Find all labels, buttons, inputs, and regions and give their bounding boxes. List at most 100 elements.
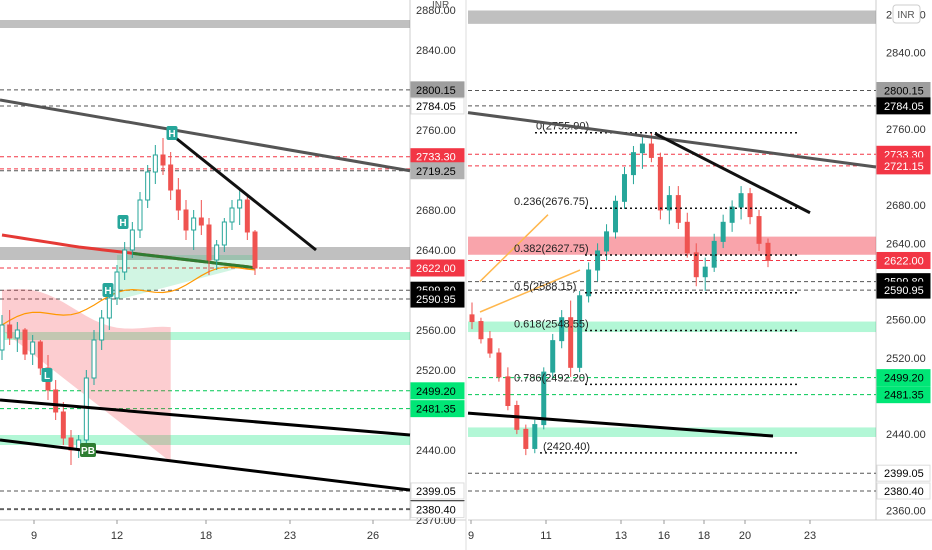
candle bbox=[523, 428, 529, 449]
fib-level-label: 0.5(2588.15) bbox=[514, 281, 576, 293]
x-tick-label: 18 bbox=[698, 530, 710, 542]
candle bbox=[252, 231, 258, 269]
candle bbox=[586, 269, 592, 297]
price-tag: 2481.35 bbox=[884, 390, 924, 402]
price-tag: 2481.35 bbox=[416, 404, 456, 416]
price-tag-bg bbox=[410, 482, 465, 500]
price-tag-bg bbox=[410, 259, 465, 277]
candle bbox=[7, 324, 13, 339]
trendline-black-upper bbox=[0, 398, 411, 437]
ma-line-green bbox=[132, 251, 256, 270]
currency-badge bbox=[892, 4, 921, 24]
x-tick-label: 23 bbox=[284, 530, 296, 542]
candle bbox=[206, 224, 212, 261]
candle bbox=[183, 209, 189, 231]
price-tag: 2499.20 bbox=[416, 386, 456, 398]
y-tick-label: 2680.00 bbox=[416, 205, 456, 217]
candle bbox=[756, 216, 762, 244]
candle bbox=[505, 376, 511, 407]
y-tick-label: 2680.00 bbox=[886, 200, 926, 212]
y-tick-label: 2840.00 bbox=[886, 47, 926, 59]
candle bbox=[114, 271, 120, 299]
y-tick-label: 2640.00 bbox=[416, 245, 456, 257]
candle bbox=[693, 252, 699, 278]
fib-level-label: (2420.40) bbox=[543, 441, 590, 453]
orange-channel-upper bbox=[479, 214, 549, 283]
candle bbox=[666, 195, 672, 211]
price-tag: 2380.40 bbox=[416, 505, 456, 517]
right-chart[interactable]: 0(2755.90)0.236(2676.75)0.382(2627.75)0.… bbox=[467, 0, 932, 550]
price-tag-bg bbox=[410, 382, 465, 400]
candle bbox=[532, 424, 538, 449]
candle bbox=[595, 250, 601, 271]
fib-level-label: 0.236(2676.75) bbox=[514, 196, 589, 208]
candle bbox=[22, 329, 28, 355]
candle bbox=[747, 193, 753, 218]
candle bbox=[214, 244, 220, 261]
pattern-marker-label: L bbox=[44, 371, 50, 382]
zone bbox=[0, 332, 410, 340]
candle bbox=[137, 199, 143, 231]
fib-level-label: 0.618(2548.55) bbox=[514, 319, 589, 331]
candle bbox=[648, 143, 654, 158]
price-tag-bg bbox=[876, 386, 931, 404]
price-tag: 2784.05 bbox=[416, 101, 456, 113]
candle bbox=[630, 152, 636, 176]
y-tick-label: 2760.00 bbox=[886, 124, 926, 136]
price-tag-bg bbox=[410, 501, 465, 519]
zone bbox=[468, 427, 876, 437]
pattern-marker-label: H bbox=[168, 129, 175, 140]
candle bbox=[657, 156, 663, 211]
pattern-marker-bg bbox=[166, 126, 178, 140]
candle bbox=[122, 249, 128, 273]
y-tick-label: 2440.00 bbox=[416, 445, 456, 457]
price-tag-bg bbox=[876, 464, 931, 482]
price-tag: 2399.05 bbox=[884, 468, 924, 480]
price-tag: 2721.15 bbox=[884, 161, 924, 173]
candle bbox=[198, 217, 204, 226]
x-tick-label: 26 bbox=[367, 530, 379, 542]
price-tag-bg bbox=[410, 97, 465, 115]
x-tick-label: 9 bbox=[468, 530, 474, 542]
candle bbox=[191, 217, 197, 231]
candle bbox=[152, 154, 158, 173]
x-tick-label: 11 bbox=[540, 530, 551, 542]
candle bbox=[478, 321, 484, 340]
trendline-black-short bbox=[654, 132, 811, 215]
zone bbox=[0, 435, 410, 445]
price-tag: 2590.95 bbox=[884, 285, 924, 297]
price-tag: 2499.20 bbox=[884, 373, 924, 385]
candle bbox=[91, 339, 97, 379]
price-tag-bg bbox=[410, 162, 465, 180]
pattern-marker-bg bbox=[41, 368, 53, 382]
candle bbox=[99, 317, 105, 341]
candle bbox=[83, 377, 89, 441]
candle bbox=[175, 189, 181, 211]
candle bbox=[621, 174, 627, 202]
candle bbox=[160, 154, 166, 166]
y-tick-label: 2560.00 bbox=[886, 315, 926, 327]
candle bbox=[765, 242, 771, 261]
candle bbox=[106, 297, 112, 319]
candle bbox=[145, 171, 151, 201]
price-tag-bg bbox=[876, 251, 931, 269]
price-tag-bg bbox=[876, 157, 931, 175]
zone bbox=[468, 236, 876, 255]
ma-cloud-green bbox=[117, 255, 255, 300]
x-tick-label: 18 bbox=[200, 530, 212, 542]
pattern-marker-label: H bbox=[104, 286, 111, 297]
x-tick-label: 13 bbox=[615, 530, 627, 542]
x-tick-label: 9 bbox=[31, 530, 37, 542]
currency-label: INR bbox=[432, 0, 449, 11]
candle bbox=[221, 221, 227, 246]
ma-line-orange bbox=[1, 266, 256, 326]
candle bbox=[604, 231, 610, 252]
candle bbox=[129, 229, 135, 251]
price-tag: 2784.05 bbox=[884, 101, 924, 113]
pattern-marker-label: H bbox=[119, 218, 126, 229]
candle bbox=[702, 266, 708, 278]
candle bbox=[60, 411, 66, 439]
pattern-marker-bg bbox=[80, 443, 96, 457]
left-chart[interactable]: H H H L PB 2880.00 2840.00 2760.00 2680.00 2640.0… bbox=[0, 0, 466, 550]
